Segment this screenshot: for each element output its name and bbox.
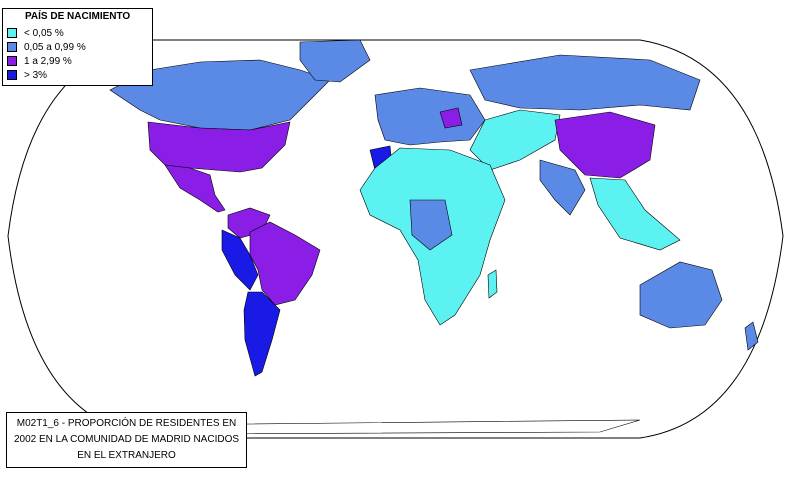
region-argentina-chile — [243, 291, 281, 377]
region-southeast-asia — [589, 177, 681, 251]
legend-label: 1 a 2,99 % — [24, 55, 72, 67]
region-usa — [147, 121, 291, 173]
map-caption: M02T1_6 - PROPORCIÓN DE RESIDENTES EN 20… — [6, 412, 247, 468]
caption-line: 2002 EN LA COMUNIDAD DE MADRID NACIDOS — [13, 434, 240, 445]
region-central-africa — [409, 199, 453, 251]
legend-swatch — [7, 70, 17, 80]
region-china — [554, 111, 656, 179]
region-eastern-europe — [439, 107, 463, 129]
region-new-zealand — [744, 321, 759, 351]
region-ecuador-peru — [221, 229, 259, 291]
region-madagascar — [487, 269, 498, 299]
legend-swatch — [7, 42, 17, 52]
region-middle-east — [469, 109, 561, 171]
legend-title: PAÍS DE NACIMIENTO — [25, 11, 131, 22]
region-brazil — [249, 221, 321, 306]
legend-item: 0,05 a 0,99 % — [7, 41, 86, 53]
legend-item: > 3% — [7, 69, 47, 81]
legend: PAÍS DE NACIMIENTO < 0,05 % 0,05 a 0,99 … — [2, 8, 153, 86]
legend-label: 0,05 a 0,99 % — [24, 41, 86, 53]
region-europe — [374, 87, 486, 146]
region-russia — [469, 54, 701, 111]
legend-item: 1 a 2,99 % — [7, 55, 72, 67]
region-north-america — [109, 59, 331, 131]
caption-line: EN EL EXTRANJERO — [77, 450, 176, 461]
region-south-asia — [539, 159, 586, 216]
legend-swatch — [7, 28, 17, 38]
legend-label: > 3% — [24, 69, 48, 81]
caption-line: M02T1_6 - PROPORCIÓN DE RESIDENTES EN — [16, 418, 237, 429]
region-mexico-central-america — [164, 164, 226, 213]
region-greenland — [299, 39, 371, 83]
legend-item: < 0,05 % — [7, 27, 64, 39]
legend-swatch — [7, 56, 17, 66]
region-australia — [639, 261, 723, 329]
legend-label: < 0,05 % — [24, 27, 64, 39]
